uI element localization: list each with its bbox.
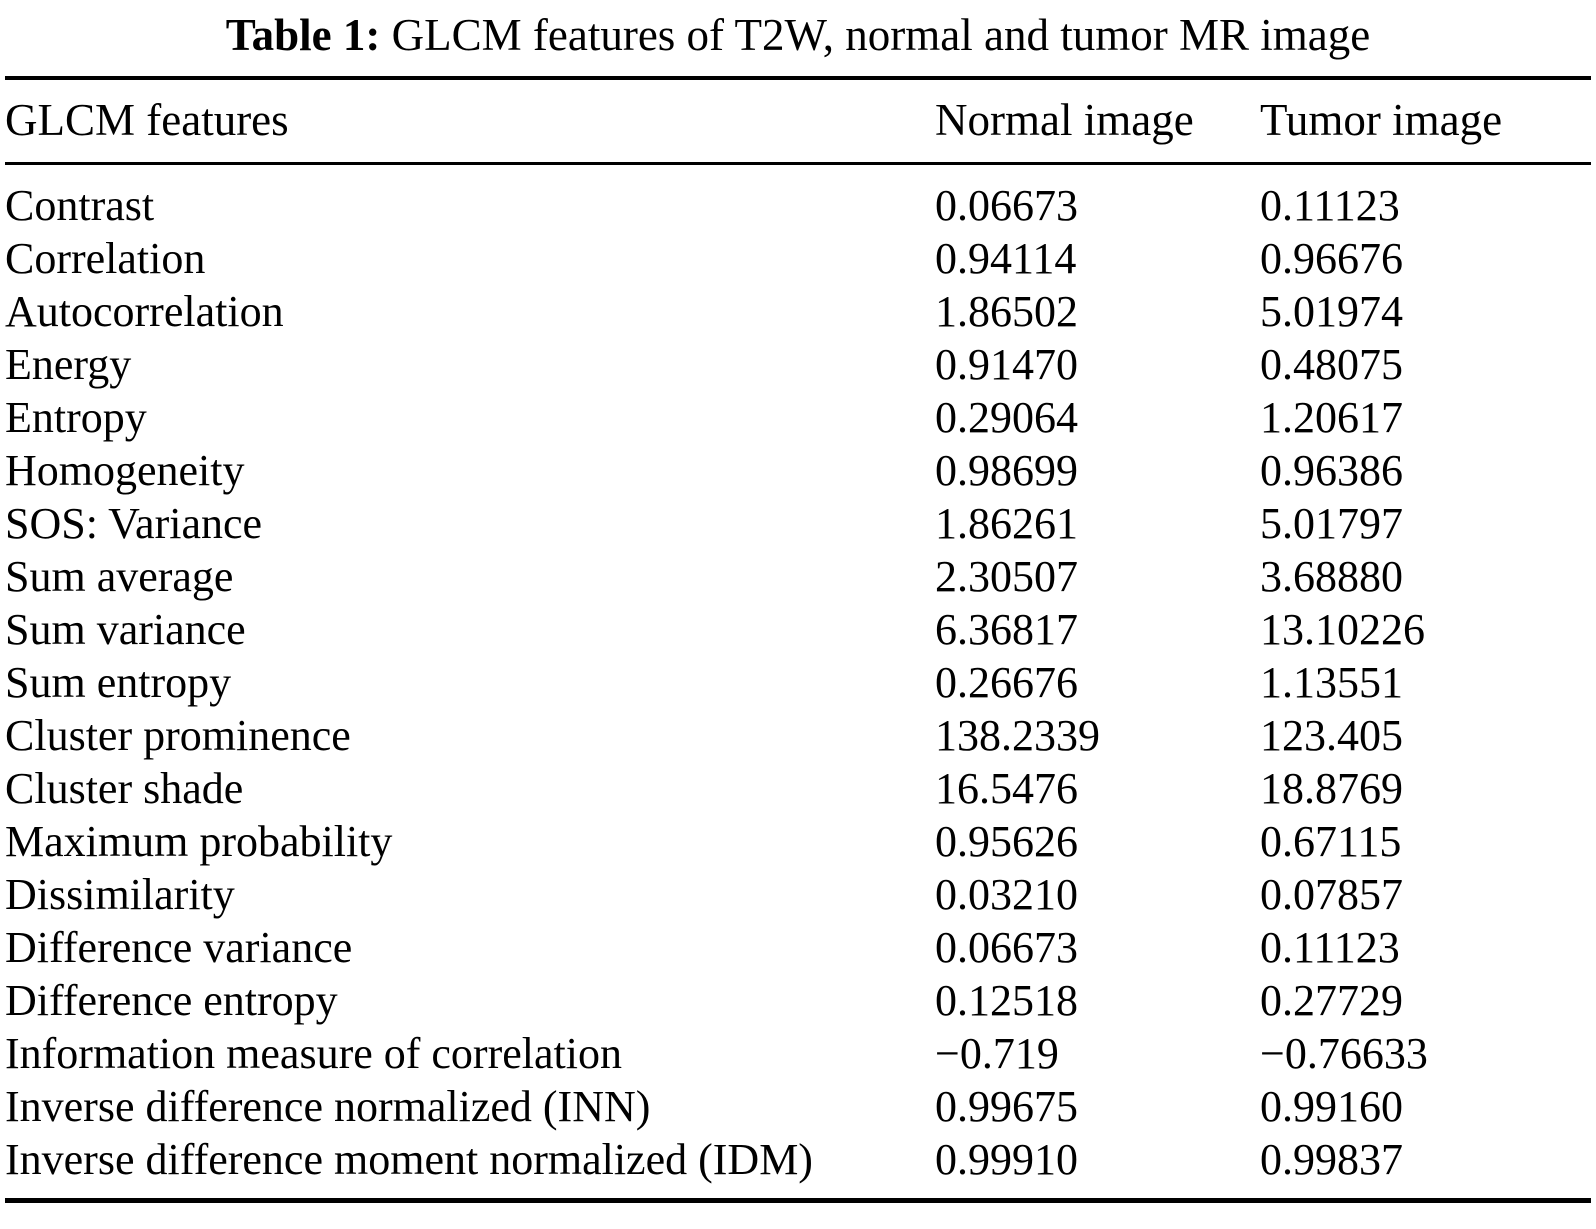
tumor-value: −0.76633 — [1260, 1029, 1428, 1078]
feature-name: Entropy — [5, 393, 147, 442]
normal-value: 0.91470 — [935, 340, 1078, 389]
column-header-normal-image: Normal image — [935, 95, 1194, 145]
table-caption: Table 1: GLCM features of T2W, normal an… — [0, 8, 1596, 62]
table-row: Autocorrelation 1.86502 5.01974 — [5, 285, 1591, 338]
header-row: GLCM features Normal image Tumor image — [5, 78, 1591, 164]
normal-value: 1.86502 — [935, 287, 1078, 336]
feature-name: Cluster shade — [5, 764, 244, 813]
tumor-value: 0.67115 — [1260, 817, 1402, 866]
tumor-value: 0.11123 — [1260, 923, 1400, 972]
table-row: Maximum probability 0.95626 0.67115 — [5, 815, 1591, 868]
table-caption-label: Table 1: — [225, 10, 381, 60]
table-row: Inverse difference moment normalized (ID… — [5, 1133, 1591, 1201]
feature-name: Contrast — [5, 181, 155, 230]
normal-value: 0.99675 — [935, 1082, 1078, 1131]
normal-value: 0.12518 — [935, 976, 1078, 1025]
table-caption-text: GLCM features of T2W, normal and tumor M… — [380, 10, 1371, 60]
column-header-tumor-image: Tumor image — [1260, 95, 1503, 145]
table-row: Correlation 0.94114 0.96676 — [5, 232, 1591, 285]
normal-value: 0.26676 — [935, 658, 1078, 707]
tumor-value: 0.27729 — [1260, 976, 1403, 1025]
table-row: Homogeneity 0.98699 0.96386 — [5, 444, 1591, 497]
table-row: Information measure of correlation −0.71… — [5, 1027, 1591, 1080]
normal-value: 16.5476 — [935, 764, 1078, 813]
normal-value: 1.86261 — [935, 499, 1078, 548]
feature-name: Sum variance — [5, 605, 246, 654]
tumor-value: 5.01797 — [1260, 499, 1403, 548]
table-row: Difference entropy 0.12518 0.27729 — [5, 974, 1591, 1027]
normal-value: −0.719 — [935, 1029, 1059, 1078]
table-row: Cluster prominence 138.2339 123.405 — [5, 709, 1591, 762]
feature-name: Dissimilarity — [5, 870, 235, 919]
tumor-value: 0.11123 — [1260, 181, 1400, 230]
normal-value: 0.03210 — [935, 870, 1078, 919]
feature-name: Energy — [5, 340, 132, 389]
tumor-value: 0.99837 — [1260, 1135, 1403, 1184]
feature-name: Inverse difference normalized (INN) — [5, 1082, 651, 1131]
tumor-value: 3.68880 — [1260, 552, 1403, 601]
feature-name: Inverse difference moment normalized (ID… — [5, 1135, 813, 1184]
normal-value: 0.98699 — [935, 446, 1078, 495]
tumor-value: 0.96676 — [1260, 234, 1403, 283]
normal-value: 0.99910 — [935, 1135, 1078, 1184]
normal-value: 2.30507 — [935, 552, 1078, 601]
tumor-value: 18.8769 — [1260, 764, 1403, 813]
feature-name: SOS: Variance — [5, 499, 263, 548]
table-row: Difference variance 0.06673 0.11123 — [5, 921, 1591, 974]
tumor-value: 13.10226 — [1260, 605, 1425, 654]
feature-name: Information measure of correlation — [5, 1029, 622, 1078]
feature-name: Sum average — [5, 552, 234, 601]
feature-name: Difference entropy — [5, 976, 338, 1025]
tumor-value: 0.48075 — [1260, 340, 1403, 389]
feature-name: Sum entropy — [5, 658, 232, 707]
table-row: Inverse difference normalized (INN) 0.99… — [5, 1080, 1591, 1133]
glcm-features-table: GLCM features Normal image Tumor image C… — [5, 76, 1591, 1203]
tumor-value: 0.96386 — [1260, 446, 1403, 495]
feature-name: Difference variance — [5, 923, 353, 972]
table-row: Contrast 0.06673 0.11123 — [5, 164, 1591, 233]
table-row: Energy 0.91470 0.48075 — [5, 338, 1591, 391]
table-row: Sum entropy 0.26676 1.13551 — [5, 656, 1591, 709]
table-row: Sum variance 6.36817 13.10226 — [5, 603, 1591, 656]
normal-value: 0.94114 — [935, 234, 1077, 283]
tumor-value: 1.20617 — [1260, 393, 1403, 442]
tumor-value: 5.01974 — [1260, 287, 1403, 336]
normal-value: 0.29064 — [935, 393, 1078, 442]
normal-value: 0.06673 — [935, 181, 1078, 230]
normal-value: 6.36817 — [935, 605, 1078, 654]
table-row: Sum average 2.30507 3.68880 — [5, 550, 1591, 603]
tumor-value: 0.07857 — [1260, 870, 1403, 919]
table-row: Dissimilarity 0.03210 0.07857 — [5, 868, 1591, 921]
feature-name: Homogeneity — [5, 446, 245, 495]
normal-value: 0.95626 — [935, 817, 1078, 866]
feature-name: Autocorrelation — [5, 287, 284, 336]
column-header-glcm-features: GLCM features — [5, 95, 289, 145]
feature-name: Maximum probability — [5, 817, 393, 866]
tumor-value: 0.99160 — [1260, 1082, 1403, 1131]
tumor-value: 1.13551 — [1260, 658, 1403, 707]
feature-name: Cluster prominence — [5, 711, 351, 760]
table-row: Cluster shade 16.5476 18.8769 — [5, 762, 1591, 815]
feature-name: Correlation — [5, 234, 206, 283]
tumor-value: 123.405 — [1260, 711, 1403, 760]
normal-value: 0.06673 — [935, 923, 1078, 972]
table-row: SOS: Variance 1.86261 5.01797 — [5, 497, 1591, 550]
table-row: Entropy 0.29064 1.20617 — [5, 391, 1591, 444]
normal-value: 138.2339 — [935, 711, 1100, 760]
